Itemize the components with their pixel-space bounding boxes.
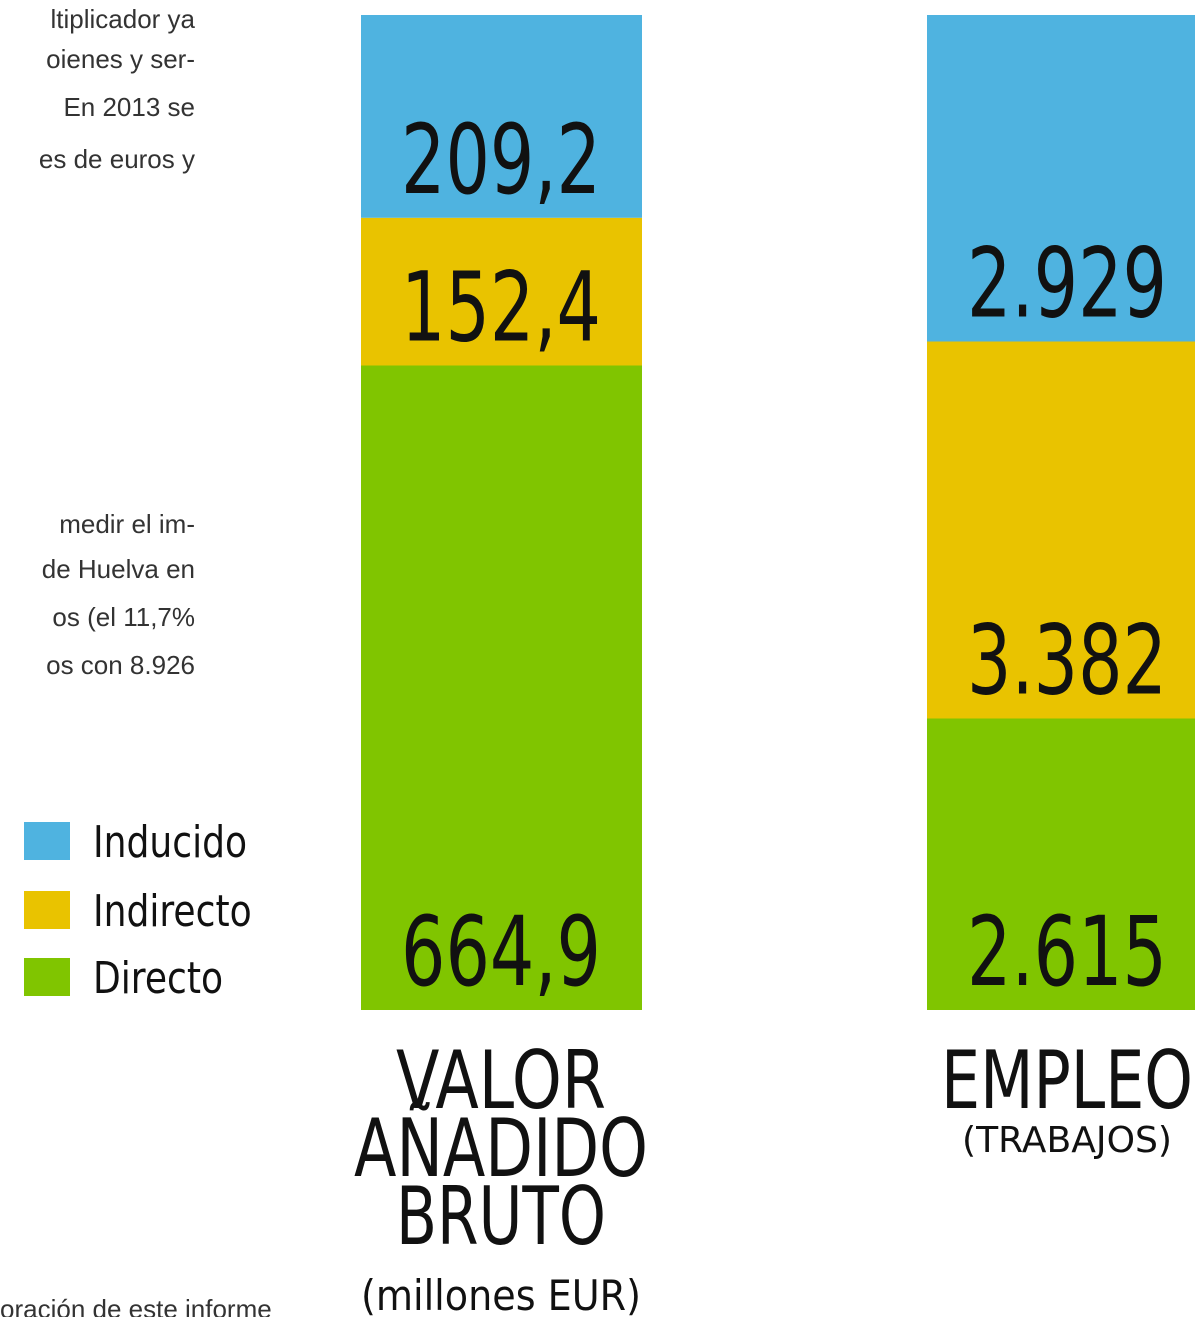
body-text-line: ltiplicador ya [50,4,195,34]
bar-segment [361,217,642,366]
value-label: 209,2 [401,104,601,216]
bar-segment [361,15,642,218]
legend-swatch [24,891,70,929]
value-label: 664,9 [401,896,601,1008]
body-text-line: oienes y ser- [46,44,195,74]
value-label: 2.615 [967,896,1167,1008]
legend-swatch [24,958,70,996]
legend-label: Directo [93,954,223,1004]
bar-segment [927,341,1195,719]
value-label: 3.382 [967,605,1167,717]
body-text-line: es de euros y [39,144,195,174]
chart-title-line: EMPLEO [941,1034,1193,1127]
legend-label: Indirecto [93,887,252,937]
bar-segment [361,365,642,1010]
value-label: 152,4 [401,252,601,364]
legend-swatch [24,822,70,860]
body-text-line: os con 8.926 [46,650,195,680]
chart-subtitle: (millones EUR) [361,1271,641,1317]
body-text-line: medir el im- [59,509,195,539]
bar-segment [927,718,1195,1010]
body-text-line: de Huelva en [42,554,195,584]
bar-segment [927,15,1195,342]
chart-title-line: BRUTO [396,1170,606,1263]
chart-title-line: AÑADIDO [354,1102,648,1195]
body-text-line: En 2013 se [63,92,195,122]
footer-text: oración de este informe [0,1294,272,1317]
chart-subtitle: (TRABAJOS) [962,1120,1172,1161]
chart-title-line: VALOR [396,1034,606,1127]
body-text-line: os (el 11,7% [52,602,195,632]
legend-label: Inducido [93,818,247,868]
value-label: 2.929 [967,228,1167,340]
